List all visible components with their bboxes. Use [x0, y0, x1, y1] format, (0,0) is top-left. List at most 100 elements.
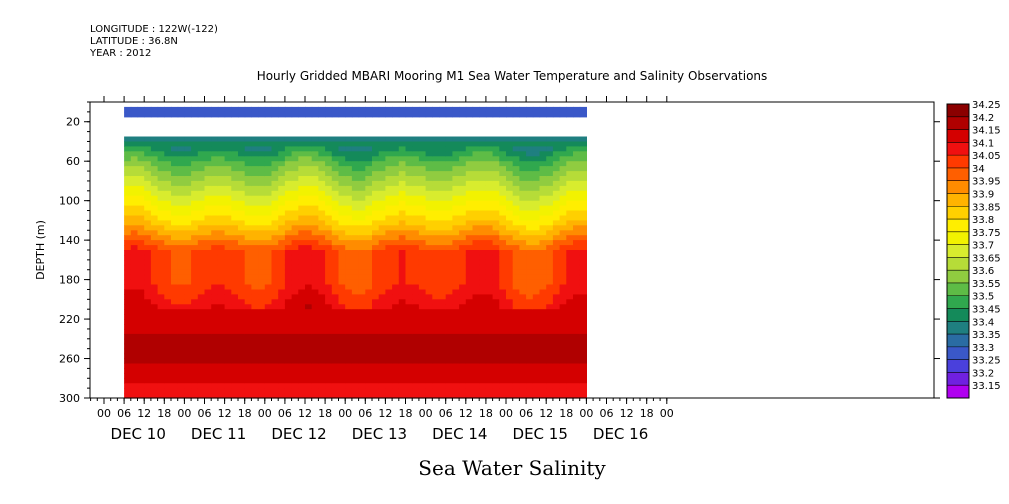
heatmap-cell	[224, 171, 232, 177]
heatmap-cell	[311, 151, 319, 157]
heatmap-cell	[191, 304, 199, 310]
heatmap-cell	[204, 210, 212, 216]
heatmap-cell	[432, 225, 440, 231]
heatmap-cell	[238, 166, 246, 172]
heatmap-cell	[385, 185, 393, 192]
heatmap-cell	[325, 205, 333, 212]
heatmap-cell	[231, 210, 239, 216]
heatmap-cell	[231, 200, 239, 207]
heatmap-cell	[398, 264, 407, 271]
heatmap-cell	[224, 264, 232, 271]
heatmap-cell	[351, 220, 360, 226]
heatmap-cell	[284, 254, 293, 261]
heatmap-cell	[459, 210, 467, 216]
heatmap-cell	[251, 264, 259, 271]
heatmap-cell	[559, 388, 567, 394]
heatmap-cell	[244, 220, 252, 226]
heatmap-cell	[452, 215, 460, 221]
heatmap-cell	[204, 166, 212, 172]
heatmap-cell	[532, 176, 541, 182]
heatmap-cell	[445, 363, 453, 369]
heatmap-cell	[137, 269, 145, 276]
heatmap-cell	[184, 363, 192, 369]
heatmap-cell	[432, 136, 440, 142]
heatmap-cell	[211, 378, 219, 384]
heatmap-cell	[231, 205, 239, 212]
heatmap-cell	[573, 200, 581, 207]
heatmap-cell	[238, 284, 246, 290]
heatmap-cell	[405, 190, 413, 197]
heatmap-cell	[472, 215, 480, 221]
heatmap-cell	[331, 333, 340, 340]
heatmap-cell	[465, 328, 474, 335]
heatmap-cell	[566, 289, 574, 295]
heatmap-cell	[566, 373, 574, 379]
heatmap-cell	[499, 373, 507, 379]
heatmap-cell	[385, 319, 393, 325]
heatmap-cell	[150, 368, 159, 374]
heatmap-cell	[318, 240, 326, 246]
heatmap-cell	[224, 141, 232, 147]
heatmap-cell	[217, 363, 226, 369]
heatmap-cell	[137, 215, 145, 221]
heatmap-cell	[345, 166, 353, 172]
heatmap-cell	[298, 180, 306, 187]
heatmap-cell	[204, 333, 212, 340]
heatmap-cell	[499, 353, 507, 360]
heatmap-cell	[284, 210, 293, 216]
heatmap-cell	[191, 274, 199, 281]
heatmap-cell	[191, 348, 199, 355]
heatmap-cell	[351, 294, 360, 300]
heatmap-cell	[157, 171, 165, 177]
heatmap-cell	[459, 161, 467, 167]
heatmap-cell	[499, 180, 507, 187]
heatmap-cell	[298, 388, 306, 394]
heatmap-cell	[311, 254, 319, 261]
heatmap-cell	[378, 220, 386, 226]
heatmap-cell	[238, 190, 246, 197]
heatmap-cell	[358, 378, 366, 384]
heatmap-cell	[392, 333, 400, 340]
heatmap-cell	[445, 289, 453, 295]
heatmap-cell	[184, 230, 192, 236]
heatmap-cell	[385, 210, 393, 216]
heatmap-cell	[532, 245, 541, 251]
heatmap-cell	[351, 180, 360, 187]
heatmap-cell	[526, 146, 534, 152]
heatmap-cell	[204, 383, 212, 389]
heatmap-cell	[566, 245, 574, 251]
heatmap-cell	[365, 176, 373, 182]
heatmap-cell	[298, 190, 306, 197]
heatmap-cell	[479, 185, 487, 192]
heatmap-cell	[331, 269, 340, 276]
heatmap-cell	[499, 141, 507, 147]
heatmap-cell	[539, 171, 547, 177]
heatmap-cell	[284, 171, 293, 177]
colorbar-label: 33.65	[972, 253, 1001, 264]
heatmap-cell	[251, 225, 259, 231]
heatmap-cell	[519, 220, 527, 226]
heatmap-cell	[512, 225, 520, 231]
heatmap-cell	[191, 314, 199, 320]
heatmap-cell	[365, 225, 373, 231]
heatmap-cell	[325, 245, 333, 251]
heatmap-cell	[298, 185, 306, 192]
heatmap-cell	[445, 319, 453, 325]
heatmap-cell	[506, 151, 514, 157]
heatmap-cell	[204, 259, 212, 266]
x-axis-label: Sea Water Salinity	[418, 456, 606, 480]
heatmap-cell	[191, 338, 199, 345]
heatmap-cell	[372, 185, 380, 192]
heatmap-cell	[552, 156, 561, 162]
heatmap-cell	[465, 176, 474, 182]
heatmap-cell	[378, 383, 386, 389]
heatmap-cell	[432, 388, 440, 394]
heatmap-cell	[532, 180, 541, 187]
heatmap-cell	[124, 324, 132, 330]
heatmap-cell	[418, 156, 427, 162]
heatmap-cell	[351, 230, 360, 236]
colorbar-swatch	[947, 219, 969, 233]
heatmap-cell	[137, 161, 145, 167]
heatmap-cell	[284, 294, 293, 300]
heatmap-cell	[405, 111, 413, 118]
